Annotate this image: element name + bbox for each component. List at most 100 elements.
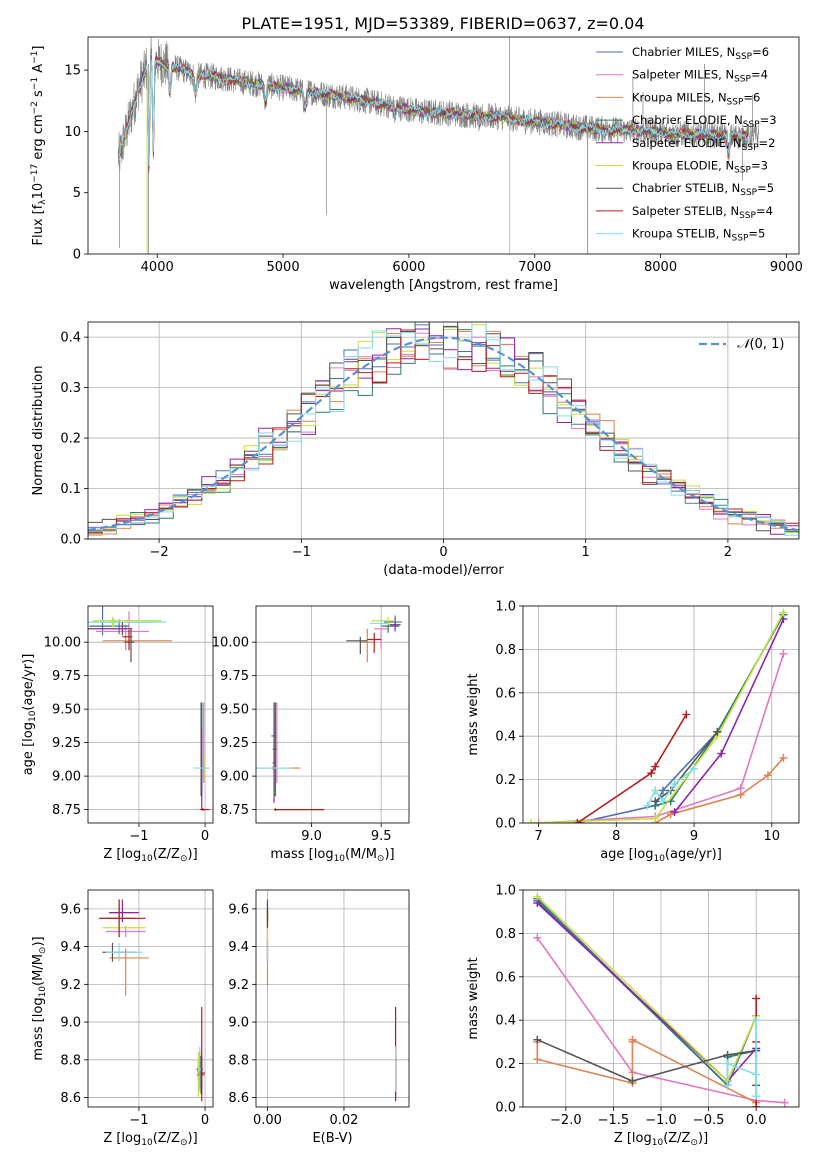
spectrum-panel: 4000 5000 6000 7000 8000 9000 0 5 10 15 wavelength… — [30, 36, 803, 293]
legend-entry-6: Chabrier STELIB, NSSP=5 — [632, 181, 774, 198]
spectrum-xtick-label: 5000 — [267, 260, 300, 275]
spectrum-plot-area — [117, 37, 759, 254]
histogram-7 — [88, 322, 799, 538]
mass-vs-z-ytick-label: 9.2 — [60, 978, 81, 993]
weight-vs-z-ytick-label: 0.4 — [495, 1014, 516, 1029]
residuals-plot-area — [88, 322, 799, 538]
age-vs-mass-ytick-label: 9.00 — [220, 770, 249, 785]
weight-vs-z-xtick-label: −1.5 — [598, 1113, 630, 1128]
weight-vs-z-xtick-label: −0.5 — [693, 1113, 725, 1128]
age-vs-z-plot-area — [88, 606, 210, 811]
model-line-8 — [119, 58, 749, 166]
spectrum-ylabel: Flux [fλ10−17 erg cm−2 s−1 A−1] — [30, 46, 48, 246]
histogram-0 — [88, 324, 799, 534]
spectrum-ytick-label: 5 — [73, 186, 81, 201]
legend-entry-0: Chabrier MILES, NSSP=6 — [632, 45, 769, 62]
age-vs-mass-xlabel: mass [log10(M/M⊙)] — [270, 847, 394, 864]
legend-entry-4: Salpeter ELODIE, NSSP=2 — [632, 136, 775, 153]
residuals-xtick-label: −1 — [292, 545, 311, 560]
spectrum-xtick-label: 9000 — [770, 260, 803, 275]
weight-vs-age-xtick-label: 7 — [534, 829, 542, 844]
mass-vs-z-frame — [87, 889, 214, 1108]
age-vs-z-ylabel: age [log10(age/yr)] — [21, 654, 38, 776]
age-vs-mass-xtick-label: 9.5 — [371, 829, 392, 844]
spectrum-xlabel: wavelength [Angstrom, rest frame] — [329, 278, 558, 293]
mass-vs-z-ytick-label: 9.4 — [60, 940, 81, 955]
weight-vs-z-frame — [522, 889, 800, 1108]
figure-title: PLATE=1951, MJD=53389, FIBERID=0637, z=0… — [241, 14, 644, 33]
histogram-2 — [88, 330, 799, 536]
age-vs-z-ytick-label: 9.50 — [52, 703, 81, 718]
reference-legend-label: 𝒩(0, 1) — [737, 337, 784, 352]
residuals-ytick-label: 0.1 — [60, 482, 81, 497]
weight-vs-age-xlabel: age [log10(age/yr)] — [600, 847, 722, 864]
weight-vs-z-line-8 — [726, 1020, 757, 1097]
weight-vs-age-ytick-label: 0.6 — [495, 686, 516, 701]
legend-entry-8: Kroupa STELIB, NSSP=5 — [632, 227, 765, 244]
residuals-ylabel: Normed distribution — [31, 366, 46, 496]
weight-vs-z-xtick-label: 0.0 — [746, 1113, 767, 1128]
weight-vs-z-line-0 — [536, 898, 757, 1087]
weight-vs-age-line-0 — [577, 614, 785, 823]
age-vs-z-ytick-label: 9.00 — [52, 770, 81, 785]
weight-vs-z-plot-area — [533, 892, 789, 1107]
mass-vs-ebv-plot-area — [266, 899, 397, 1102]
weight-vs-z-ytick-label: 0.8 — [495, 927, 516, 942]
mass-vs-ebv-frame — [255, 889, 410, 1108]
spectrum-frame — [87, 36, 800, 255]
weight-vs-z-ytick-label: 1.0 — [495, 884, 516, 899]
residuals-ytick-label: 0.3 — [60, 381, 81, 396]
residuals-panel: −2 −1 0 1 2 0.0 0.1 0.2 0.3 0.4 (data-model)/error… — [31, 321, 800, 578]
weight-vs-z-ytick-label: 0.2 — [495, 1057, 516, 1072]
weight-vs-age-ytick-label: 0.4 — [495, 730, 516, 745]
weight-vs-z-panel: −2.0 −1.5 −1.0 −0.5 0.0 0.0 0.2 0.4 0.6 0.8 1.0 Z [… — [466, 884, 800, 1148]
mass-vs-z-xlabel: Z [log10(Z/Z⊙)] — [103, 1131, 197, 1148]
weight-vs-age-xtick-label: 9 — [690, 829, 698, 844]
age-vs-mass-ytick-label: 9.50 — [220, 703, 249, 718]
weight-vs-age-line-1 — [538, 653, 785, 823]
age-vs-mass-ytick-label: 8.75 — [220, 803, 249, 818]
weight-vs-age-panel: 7 8 9 10 0.0 0.2 0.4 0.6 0.8 1.0 age [log10(age/yr… — [466, 600, 800, 864]
mass-vs-ebv-xlabel: E(B-V) — [312, 1131, 352, 1146]
mass-vs-ebv-ytick-label: 8.8 — [228, 1053, 249, 1068]
mass-vs-ebv-ytick-label: 9.6 — [228, 902, 249, 917]
weight-vs-age-line-5 — [530, 612, 785, 823]
age-vs-z-ytick-label: 8.75 — [52, 803, 81, 818]
age-vs-mass-ytick-label: 9.25 — [220, 736, 249, 751]
model-line-4 — [119, 58, 749, 172]
spectrum-ytick-label: 10 — [64, 125, 81, 140]
weight-vs-age-ytick-label: 0.2 — [495, 773, 516, 788]
residuals-ytick-label: 0.2 — [60, 432, 81, 447]
residuals-frame — [87, 321, 800, 540]
normal-reference-curve — [88, 336, 797, 532]
weight-vs-z-ylabel: mass weight — [466, 957, 481, 1039]
residuals-xtick-label: 2 — [724, 545, 732, 560]
mass-vs-ebv-ytick-label: 9.2 — [228, 978, 249, 993]
weight-vs-z-ytick-label: 0.0 — [495, 1101, 516, 1116]
spectrum-xtick-label: 8000 — [644, 260, 677, 275]
age-vs-z-xlabel: Z [log10(Z/Z⊙)] — [103, 847, 197, 864]
age-vs-mass-plot-area — [256, 615, 403, 811]
age-vs-z-xtick-label: −1 — [129, 829, 148, 844]
age-vs-z-ytick-label: 9.75 — [52, 669, 81, 684]
mass-vs-z-plot-area — [99, 899, 206, 1102]
histogram-5 — [88, 322, 799, 535]
histogram-4 — [88, 328, 799, 538]
mass-vs-z-panel: −1 0 8.6 8.8 9.0 9.2 9.4 9.6 Z [log10(Z/Z⊙)] mass… — [31, 889, 214, 1148]
residuals-xlabel: (data-model)/error — [383, 563, 504, 578]
mass-vs-z-ylabel: mass [log10(M/M⊙)] — [31, 936, 48, 1060]
age-vs-z-xtick-label: 0 — [201, 829, 209, 844]
weight-vs-age-line-7 — [576, 714, 687, 823]
weight-vs-z-xtick-label: −2.0 — [550, 1113, 582, 1128]
mass-vs-ebv-ytick-label: 9.4 — [228, 940, 249, 955]
mass-vs-z-xtick-label: 0 — [201, 1113, 209, 1128]
residuals-xtick-label: 1 — [582, 545, 590, 560]
residuals-ytick-label: 0.4 — [60, 331, 81, 346]
age-vs-mass-frame — [255, 605, 410, 824]
age-vs-mass-ytick-label: 10.00 — [212, 636, 249, 651]
mass-vs-z-xtick-label: −1 — [129, 1113, 148, 1128]
weight-vs-age-plot-area — [526, 608, 788, 823]
weight-vs-age-ylabel: mass weight — [466, 673, 481, 755]
panels: 4000 5000 6000 7000 8000 9000051015wavelength… — [21, 36, 803, 1148]
